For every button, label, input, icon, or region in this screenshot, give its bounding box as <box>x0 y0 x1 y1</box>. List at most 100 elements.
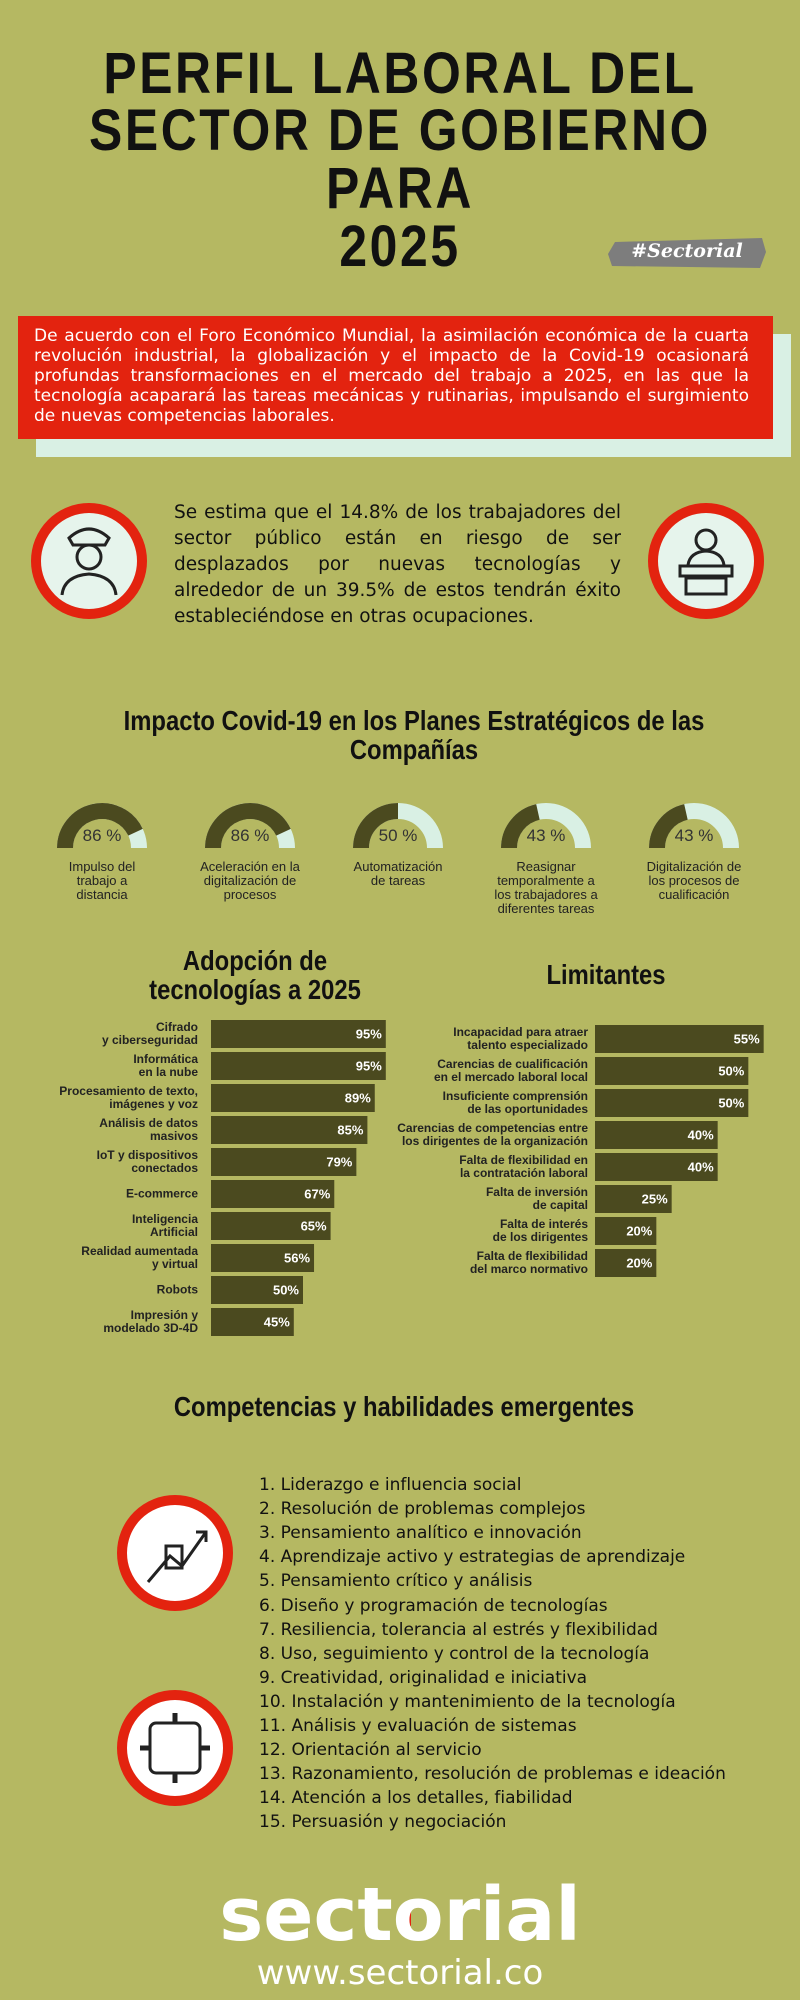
value-label: 65% <box>300 1218 327 1234</box>
value-label: 40% <box>687 1127 714 1143</box>
value-label: 89% <box>344 1090 371 1106</box>
value-label: 20% <box>626 1223 653 1239</box>
bar <box>211 1148 357 1176</box>
category-label: Falta de flexibilidad del marco normativ… <box>469 1249 588 1276</box>
gauge-value <box>649 804 689 849</box>
gauge-label: 86 % <box>230 826 270 845</box>
gauge-label: 86 % <box>82 826 122 845</box>
category-label: Procesamiento de texto, imágenes y voz <box>59 1084 198 1111</box>
gauge-value <box>57 803 143 849</box>
gauge-value <box>501 804 541 849</box>
competency-item: 11. Análisis y evaluación de sistemas <box>259 1716 577 1736</box>
value-label: 50% <box>718 1095 745 1111</box>
bar <box>595 1249 657 1277</box>
competency-item: 14. Atención a los detalles, fiabilidad <box>259 1788 573 1809</box>
competency-item: 6. Diseño y programación de tecnologías <box>259 1595 608 1616</box>
category-label: Insuficiente comprensión de las oportuni… <box>442 1089 588 1116</box>
bar <box>595 1185 672 1213</box>
category-label: Incapacidad para atraer talento especial… <box>453 1025 588 1052</box>
category-label: IoT y dispositivos conectados <box>96 1148 198 1175</box>
category-label: Carencias de competencias entre los diri… <box>397 1121 588 1148</box>
gauge-category: Impulso del trabajo a distancia <box>68 859 136 902</box>
bar <box>211 1308 294 1336</box>
bar <box>211 1052 386 1080</box>
hands-icon <box>117 1690 233 1806</box>
title-line: PARA <box>326 156 474 221</box>
value-label: 79% <box>326 1154 353 1170</box>
competency-item: 5. Pensamiento crítico y análisis <box>259 1571 533 1592</box>
competency-item: 13. Razonamiento, resolución de problema… <box>259 1764 726 1785</box>
value-label: 25% <box>641 1191 668 1207</box>
competency-item: 3. Pensamiento analítico e innovación <box>259 1523 582 1544</box>
value-label: 95% <box>355 1058 382 1074</box>
section-title: Adopción de tecnologías a 2025 <box>149 945 361 1006</box>
category-label: Realidad aumentada y virtual <box>81 1244 198 1271</box>
tag: #Sectorial <box>631 240 743 262</box>
gauge-label: 43 % <box>674 826 714 845</box>
bar <box>211 1020 386 1048</box>
competency-item: 1. Liderazgo e influencia social <box>259 1475 522 1495</box>
value-label: 95% <box>355 1026 382 1042</box>
bar <box>595 1025 764 1053</box>
value-label: 45% <box>263 1314 290 1330</box>
value-label: 85% <box>337 1122 364 1138</box>
category-label: Inteligencia Artificial <box>131 1212 198 1239</box>
bar <box>595 1089 749 1117</box>
bar <box>595 1217 657 1245</box>
gauge-label: 43 % <box>526 826 566 845</box>
value-label: 67% <box>304 1186 331 1202</box>
competency-item: 10. Instalación y mantenimiento de la te… <box>259 1691 676 1712</box>
competency-item: 7. Resiliencia, tolerancia al estrés y f… <box>259 1619 658 1640</box>
section-title: Impacto Covid-19 en los Planes Estratégi… <box>123 705 705 766</box>
url: www.sectorial.co <box>256 1953 544 1993</box>
category-label: Carencias de cualificación en el mercado… <box>433 1057 588 1084</box>
competency-item: 8. Uso, seguimiento y control de la tecn… <box>259 1643 650 1664</box>
category-label: Falta de interés de los dirigentes <box>492 1217 588 1244</box>
competency-item: 12. Orientación al servicio <box>259 1740 482 1761</box>
estimate-text: Se estima que el 14.8% de los trabajador… <box>174 502 621 627</box>
competency-item: 9. Creatividad, originalidad e iniciativ… <box>259 1667 588 1688</box>
value-label: 20% <box>626 1255 653 1271</box>
bar <box>211 1180 335 1208</box>
gauge-value <box>353 803 399 849</box>
section-title: Limitantes <box>546 959 666 990</box>
value-label: 55% <box>733 1031 760 1047</box>
title-line: PERFIL LABORAL DEL <box>103 41 697 106</box>
title-line: SECTOR DE GOBIERNO <box>89 98 711 163</box>
gauge-category: Reasignar temporalmente a los trabajador… <box>494 859 598 916</box>
gauge-category: Digitalización de los procesos de cualif… <box>646 859 742 902</box>
value-label: 40% <box>687 1159 714 1175</box>
bar <box>595 1121 718 1149</box>
category-label: Cifrado y ciberseguridad <box>101 1020 198 1047</box>
gauge-label: 50 % <box>378 826 418 845</box>
category-label: Informática en la nube <box>133 1052 198 1079</box>
growth-icon <box>117 1495 233 1611</box>
competency-item: 2. Resolución de problemas complejos <box>259 1499 586 1520</box>
category-label: Análisis de datos masivos <box>99 1116 198 1143</box>
intro-text: De acuerdo con el Foro Económico Mundial… <box>34 326 749 426</box>
value-label: 50% <box>718 1063 745 1079</box>
brand-accent <box>405 1908 411 1926</box>
bar <box>211 1116 368 1144</box>
category-label: Robots <box>156 1282 198 1297</box>
gauge-value <box>205 803 291 849</box>
section-title: Competencias y habilidades emergentes <box>173 1391 635 1422</box>
category-label: Falta de flexibilidad en la contratación… <box>459 1153 588 1180</box>
category-label: Impresión y modelado 3D-4D <box>103 1308 198 1335</box>
title-line: 2025 <box>339 214 461 279</box>
intro-box <box>18 316 773 439</box>
category-label: E-commerce <box>125 1186 198 1201</box>
tag-brush <box>608 238 766 268</box>
competency-item: 15. Persuasión y negociación <box>259 1812 507 1833</box>
bar <box>211 1276 303 1304</box>
bar <box>595 1153 718 1181</box>
category-label: Falta de inversión de capital <box>485 1185 588 1212</box>
value-label: 50% <box>272 1282 299 1298</box>
gauge-category: Aceleración en la digitalización de proc… <box>200 859 300 902</box>
bar <box>211 1212 331 1240</box>
competency-item: 4. Aprendizaje activo y estrategias de a… <box>259 1547 686 1568</box>
